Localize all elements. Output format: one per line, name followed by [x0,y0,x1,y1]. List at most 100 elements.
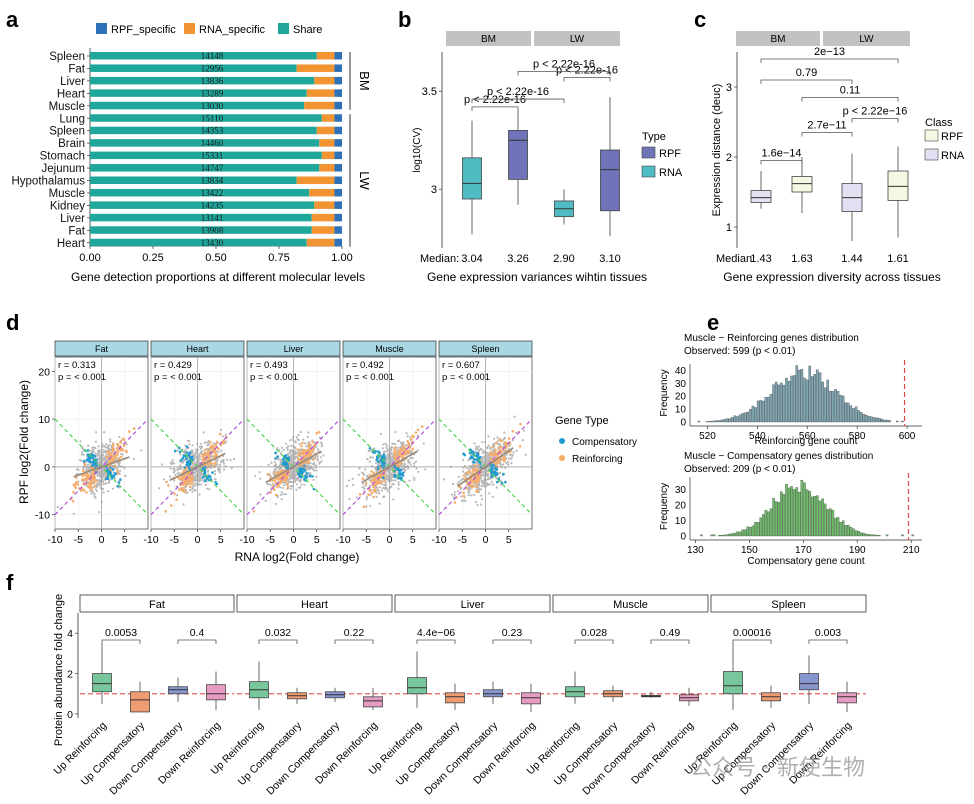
x-tick-label-e: 130 [687,545,704,556]
point-reinforcing [72,490,75,494]
box-bm-rpf [791,176,813,193]
point-background [397,481,400,484]
y-tick-label-e: 30 [675,485,687,496]
point-compensatory [305,472,309,475]
panel-label-a: a [6,7,19,32]
point-background [358,467,361,470]
point-background [475,500,478,504]
point-background [524,453,527,456]
histogram-bar [749,527,752,537]
point-background [384,487,387,490]
point-background [470,494,473,497]
histogram-bar [780,382,783,423]
point-background [109,478,112,481]
point-background [509,453,512,457]
x-axis-title-e: Compensatory gene count [747,556,865,567]
y-tick-label-e: 0 [680,418,686,429]
histogram-bar [772,384,775,423]
point-background [480,494,483,497]
legend-title-c: Class [925,117,953,129]
histogram-bar [831,509,835,537]
point-reinforcing [112,447,115,450]
point-compensatory [379,459,383,462]
histogram-bar [738,531,742,537]
histogram-bar [849,526,853,537]
point-background [229,459,232,462]
point-compensatory [299,476,302,479]
point-compensatory [398,472,401,476]
histogram-compensatory: Muscle − Compensatory genes distribution… [659,451,922,567]
point-background [291,450,294,454]
tissue-label-muscle: Muscle [49,101,85,113]
point-compensatory [91,464,94,468]
median-value-bm-rpf: 3.26 [507,253,528,265]
point-background [309,472,312,475]
point-background [396,440,399,443]
point-background [118,435,121,439]
point-reinforcing [315,431,319,435]
histogram-bar [754,522,757,537]
point-compensatory [381,457,384,460]
point-reinforcing [213,449,217,452]
point-background [371,456,374,459]
point-reinforcing [215,440,219,444]
point-reinforcing [118,449,122,452]
point-background [310,457,313,460]
point-background [140,449,143,452]
point-background [457,475,460,478]
significance-label: 0.79 [796,67,817,79]
y-tick-label-e: 10 [675,405,687,416]
point-background [286,446,289,449]
point-background [366,476,369,479]
point-reinforcing [116,448,119,451]
point-background [482,471,485,474]
point-reinforcing [116,450,120,454]
point-reinforcing [181,489,185,492]
point-reinforcing [372,495,375,499]
histogram-bar [792,375,796,423]
point-background [322,454,325,457]
point-compensatory [207,478,211,482]
bar-rna-specific-kidney [314,201,335,209]
point-background [424,468,427,471]
point-background [485,484,488,487]
bar-rna-specific-hypothalamus [296,176,335,184]
significance-label-up: 0.0053 [105,627,137,639]
point-background [307,431,310,434]
regression-line [265,450,322,484]
point-reinforcing [505,441,508,445]
point-background [364,468,367,471]
point-background [414,460,418,463]
box-fat-up-compensatory [130,691,150,713]
point-background [511,439,514,442]
point-background [461,477,464,481]
histogram-bar [834,389,837,423]
histogram-bar [821,498,824,537]
point-background [403,468,407,471]
point-reinforcing [494,449,497,452]
point-background [104,459,107,462]
histogram-bar [790,486,793,537]
point-background [190,449,193,452]
point-background [360,471,364,474]
point-background [491,495,494,498]
point-compensatory [377,450,380,454]
tissue-label-hypothalamus: Hypothalamus [11,176,85,188]
point-background [510,462,513,465]
point-background [490,480,493,483]
significance-bracket-down [334,639,374,644]
point-reinforcing [114,456,117,460]
histogram-bar [813,496,817,537]
point-reinforcing [503,456,506,459]
point-background [302,438,305,441]
point-background [369,456,372,459]
point-reinforcing [206,449,210,453]
histogram-bar [798,491,801,537]
bar-rpf-specific-stomach [334,151,342,160]
x-tick-label-e: 580 [849,431,866,442]
histogram-bar [888,420,891,423]
bar-value-label: 12956 [201,63,224,73]
panel-e: e Muscle − Reinforcing genes distributio… [659,310,922,567]
point-background [118,464,121,467]
